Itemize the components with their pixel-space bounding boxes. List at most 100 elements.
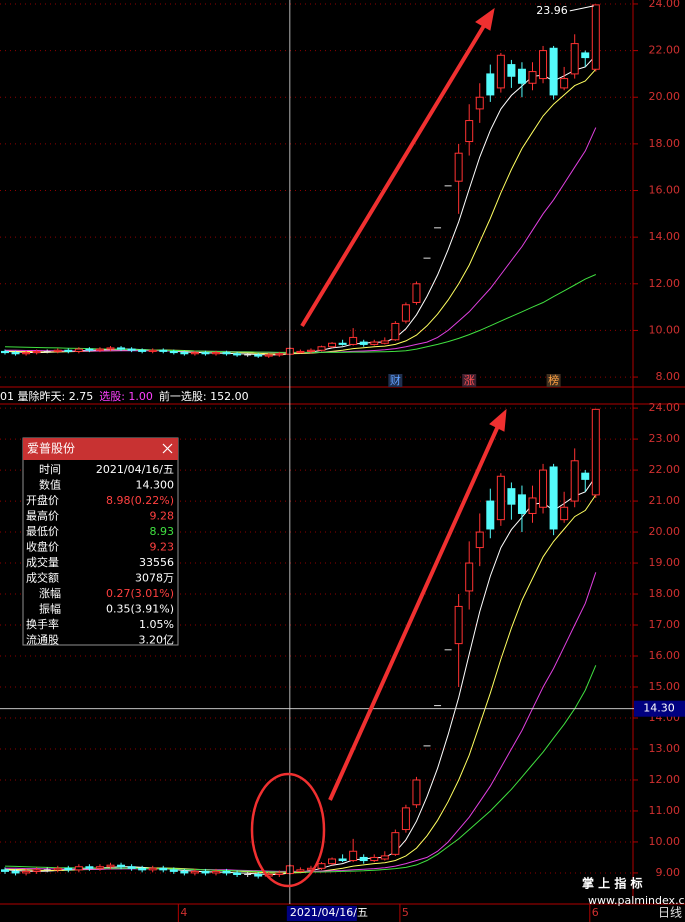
candle-body [169,350,178,354]
tooltip-close[interactable] [162,443,173,454]
y-tick-label: 10.00 [649,323,681,336]
candle-body [412,283,421,303]
candle-body [180,352,189,355]
candle-body [380,340,389,344]
watermark-url: www.palmindex.com [588,894,685,907]
candle-body [159,867,168,871]
trend-arrows [250,7,507,888]
candle-body [275,872,284,875]
candle-body [581,472,590,480]
y-tick-label: 15.00 [649,680,681,693]
candle-body [275,353,284,356]
candle-body [296,350,305,354]
candle-body [412,779,421,806]
annotation-arrow [569,5,594,12]
tooltip-value: 3078万 [135,572,174,585]
tooltip-title: 爱普股份 [27,442,75,456]
candle-body [74,866,83,871]
tooltip-label: 成交量 [26,555,59,569]
candle-body [95,348,104,351]
candle-body [539,469,548,508]
y-tick-label: 10.00 [649,835,681,848]
candle-body [475,96,484,110]
candle-body [475,531,484,549]
y-tick-label: 21.00 [649,494,681,507]
candle-body [338,342,347,345]
candle-body [380,855,389,860]
tooltip-value: 9.28 [150,510,175,523]
y-tick-label: 23.00 [649,432,681,445]
tooltip-label: 流通股 [26,633,59,647]
tooltip-label: 数值 [39,479,61,492]
candle-body [53,867,62,871]
y-tick-label: 20.00 [649,525,681,538]
candle-body [507,488,516,505]
candle-body [486,73,495,96]
candle-body [359,341,368,345]
candle-body [106,864,115,868]
candle-body [359,856,368,862]
candle-body [591,408,600,496]
candle-body [581,52,590,59]
candle-body [570,43,579,75]
candle-body [201,352,210,355]
candle-body [64,349,73,352]
candle-body [32,869,41,872]
candle-body [465,120,474,143]
indicator-text: 前一选股: 152.00 [159,389,249,403]
tooltip-value: 8.98(0.22%) [106,494,174,507]
candle-body [496,54,505,89]
candle-body [454,152,463,182]
tooltip-label: 换手率 [26,617,59,631]
y-tick-label: 19.00 [649,556,681,569]
tooltip-value: 14.300 [136,479,175,492]
tooltip-header [23,438,178,460]
trend-arrow [328,425,500,801]
y-tick-label: 24.00 [649,0,681,10]
candle-body [1,350,9,354]
candle-body [454,605,463,645]
tooltip-label: 时间 [39,463,61,476]
y-tick-label: 9.00 [656,866,681,879]
x-tick-label: 6 [592,906,599,919]
date-label-bg [286,906,357,921]
candle-body [11,870,20,874]
highlight-ellipse [250,772,326,888]
candle-body [296,869,305,872]
event-marker-bg [388,374,403,387]
candle-body [127,348,136,351]
x-tick-label: 5 [402,906,409,919]
y-tick-label: 18.00 [649,137,681,150]
candle-body [11,352,20,355]
candle-body [391,322,400,341]
candle-body [306,349,315,352]
y-tick-label: 16.00 [649,649,681,662]
candle-body [74,348,83,352]
candle-body [570,460,579,502]
tooltip-value: 2021/04/16/五 [96,463,174,476]
candle-body [349,336,358,345]
candle-body [190,870,199,874]
candle-body [22,870,31,874]
x-tick-label: 4 [180,906,187,919]
candle-body [201,870,210,874]
candle-body [328,858,337,865]
event-marker: 财 [390,373,401,387]
tooltip-value: 0.27(3.01%) [106,587,174,600]
candle-body [317,346,326,351]
candle-body [528,497,537,514]
candle-body [560,78,569,89]
candle-body [591,4,600,70]
y-tick-label: 12.00 [649,277,681,290]
candle-body [148,349,157,352]
candle-body [370,341,379,345]
candle-body [349,850,358,862]
event-marker-bg [546,374,561,387]
candle-body [317,863,326,869]
tooltip-label: 涨幅 [39,587,61,600]
candle-body [528,71,537,84]
candle-body [222,870,231,874]
candle-body [233,872,242,875]
